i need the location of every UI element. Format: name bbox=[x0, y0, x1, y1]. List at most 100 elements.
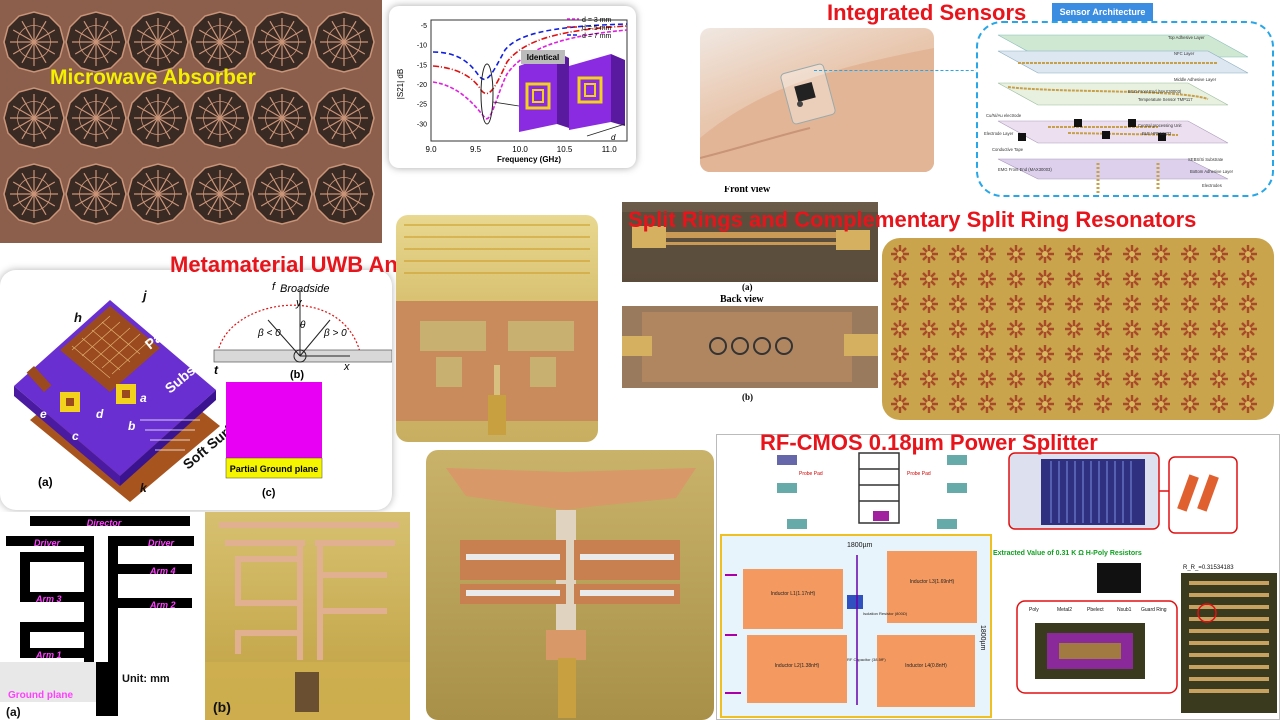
svg-text:Probe Pad: Probe Pad bbox=[907, 471, 931, 477]
s21-xtick: 10.0 bbox=[512, 145, 528, 154]
csrr-cell bbox=[891, 295, 909, 313]
csrr-cell bbox=[920, 320, 938, 338]
csrr-cell bbox=[978, 370, 996, 388]
svg-text:i: i bbox=[108, 485, 112, 499]
absorber-cell bbox=[251, 87, 313, 149]
s21-curve-d7 bbox=[432, 23, 628, 81]
s21-chart: |S21| dB Frequency (GHz) 9.0 9.5 10.0 10.5 1… bbox=[396, 17, 628, 164]
svg-text:d: d bbox=[96, 407, 104, 421]
svg-text:Pbelect: Pbelect bbox=[1087, 607, 1104, 613]
csrr-cell bbox=[1094, 295, 1112, 313]
csrr-cell bbox=[1036, 270, 1054, 288]
csrr-cell bbox=[1181, 270, 1199, 288]
svg-text:1800µm: 1800µm bbox=[847, 542, 873, 549]
s21-legend: d = 3 mm d = 5 mm d = 7 mm bbox=[567, 17, 612, 40]
svg-text:β > 0: β > 0 bbox=[323, 328, 347, 339]
substrate-layer bbox=[14, 300, 216, 476]
svg-text:β < 0: β < 0 bbox=[257, 328, 281, 339]
absorber-cell bbox=[127, 11, 189, 73]
svg-text:d = 5 mm: d = 5 mm bbox=[582, 25, 612, 32]
csrr-cell bbox=[1123, 345, 1141, 363]
s21-xtick: 9.0 bbox=[425, 145, 437, 154]
svg-text:Partial Ground plane: Partial Ground plane bbox=[230, 464, 319, 474]
csrr-cell bbox=[1094, 395, 1112, 413]
absorber-cell bbox=[127, 87, 189, 149]
svg-text:Arm 2: Arm 2 bbox=[149, 600, 176, 610]
sensor-layer-label: Central processing Unit bbox=[1138, 123, 1182, 128]
back-view-photo bbox=[622, 306, 878, 388]
csrr-cell bbox=[1181, 345, 1199, 363]
csrr-cell bbox=[978, 345, 996, 363]
csrr-cell bbox=[891, 320, 909, 338]
csrr-cell bbox=[1152, 270, 1170, 288]
svg-text:Unit: mm: Unit: mm bbox=[122, 673, 170, 685]
csrr-array-photo bbox=[882, 238, 1274, 420]
sensor-layer-label: Cu/Ni/Au electrode bbox=[986, 113, 1022, 118]
fig-a-label-split: (a) bbox=[742, 282, 753, 292]
s21-chart-panel: |S21| dB Frequency (GHz) 9.0 9.5 10.0 10.5 1… bbox=[389, 6, 636, 168]
svg-text:Inductor L1(1.17nH): Inductor L1(1.17nH) bbox=[771, 591, 816, 597]
s21-ytick: -10 bbox=[417, 43, 427, 50]
csrr-cell bbox=[978, 295, 996, 313]
splitter-schematic: Probe Pad Probe Pad bbox=[777, 452, 967, 529]
csrr-cell bbox=[920, 395, 938, 413]
sensor-layer-label: Temperature Sensor TMP117 bbox=[1138, 97, 1193, 102]
arm-sensor-photo bbox=[700, 28, 934, 172]
svg-text:e: e bbox=[40, 407, 47, 421]
absorber-cell bbox=[3, 11, 65, 73]
svg-text:Driver: Driver bbox=[34, 538, 61, 548]
csrr-cell bbox=[1123, 320, 1141, 338]
csrr-cell bbox=[1065, 345, 1083, 363]
split-rings-title: Split Rings and Complementary Split Ring… bbox=[628, 207, 1197, 232]
csrr-cell bbox=[1065, 370, 1083, 388]
csrr-cell bbox=[891, 395, 909, 413]
patch-layer bbox=[60, 306, 160, 392]
absorber-cell bbox=[313, 87, 375, 149]
s21-inset-cells: Identical d bbox=[519, 50, 626, 142]
csrr-cell bbox=[1094, 370, 1112, 388]
s21-ytick: -30 bbox=[417, 121, 427, 128]
csrr-cell bbox=[1036, 345, 1054, 363]
svg-text:(c): (c) bbox=[262, 487, 276, 499]
csrr-cell bbox=[1007, 270, 1025, 288]
svg-text:b: b bbox=[128, 419, 135, 433]
absorber-cell bbox=[313, 11, 375, 73]
csrr-cell bbox=[1065, 270, 1083, 288]
csrr-cell bbox=[1210, 345, 1228, 363]
svg-text:R_R_=0.31534183: R_R_=0.31534183 bbox=[1183, 565, 1234, 571]
svg-text:RF Capacitor (38.5fF): RF Capacitor (38.5fF) bbox=[847, 657, 886, 662]
absorber-cell bbox=[189, 87, 251, 149]
svg-text:d: d bbox=[611, 133, 616, 142]
csrr-cell bbox=[1239, 345, 1257, 363]
microwave-absorber-title: Microwave Absorber bbox=[50, 66, 256, 89]
svg-text:1800µm: 1800µm bbox=[979, 625, 986, 651]
csrr-cell bbox=[1239, 295, 1257, 313]
csrr-cell bbox=[1181, 245, 1199, 263]
csrr-cell bbox=[1007, 395, 1025, 413]
csrr-cell bbox=[1239, 245, 1257, 263]
csrr-cell bbox=[949, 395, 967, 413]
s21-ytick: -20 bbox=[417, 82, 427, 89]
csrr-cell bbox=[978, 320, 996, 338]
svg-text:Metal2: Metal2 bbox=[1057, 607, 1072, 613]
csrr-cell bbox=[978, 270, 996, 288]
csrr-cell bbox=[1181, 395, 1199, 413]
csrr-cell bbox=[949, 345, 967, 363]
absorber-cell bbox=[189, 11, 251, 73]
csrr-cell bbox=[1152, 345, 1170, 363]
svg-text:θ: θ bbox=[300, 320, 306, 331]
svg-text:Director: Director bbox=[87, 518, 122, 528]
absorber-cell bbox=[313, 163, 375, 225]
sensor-layer-label: Bottom Adhesive Layer bbox=[1190, 169, 1234, 174]
svg-text:Driver: Driver bbox=[148, 538, 175, 548]
s21-xtick: 11.0 bbox=[602, 145, 618, 154]
csrr-cell bbox=[949, 295, 967, 313]
csrr-cell bbox=[1152, 295, 1170, 313]
csrr-cell bbox=[1152, 320, 1170, 338]
s21-ytick: -5 bbox=[421, 23, 427, 30]
svg-text:d = 3 mm: d = 3 mm bbox=[582, 17, 612, 24]
svg-text:g: g bbox=[165, 302, 174, 317]
uwb-antenna-photo bbox=[396, 215, 598, 442]
csrr-cell bbox=[1094, 245, 1112, 263]
csrr-cell bbox=[1123, 395, 1141, 413]
